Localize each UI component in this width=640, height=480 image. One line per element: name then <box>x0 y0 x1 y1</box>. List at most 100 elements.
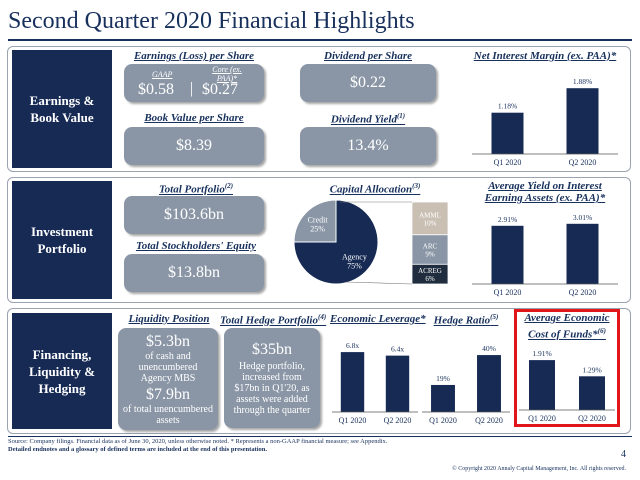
allocation-breakout-value-1: 10% <box>424 219 437 227</box>
economic-leverage-header: Economic Leverage* <box>330 313 426 325</box>
hedge_ratio-bar-1 <box>431 384 455 412</box>
liquidity-desc: of cash and unencumbered Agency MBS <box>138 350 198 384</box>
dividend-header: Dividend per Share <box>324 50 412 62</box>
dividend-yield-card: 13.4% <box>300 127 436 165</box>
allocation-slice-label-1: Agency <box>342 252 367 261</box>
eps-gaap-value: $0.58 <box>138 81 174 98</box>
equity-header: Total Stockholders' Equity <box>135 240 256 252</box>
cost-of-funds-chart: 1.91% Q1 2020 1.29% Q2 2020 <box>519 349 615 423</box>
cof-bar-2 <box>579 376 605 410</box>
allocation-breakout-acreg <box>411 263 449 285</box>
unencumbered-desc: of total unencumbered assets <box>123 403 213 426</box>
leverage-bar-1 <box>340 352 365 412</box>
nim-tick-label-1: Q1 2020 <box>494 158 522 167</box>
dividend-value: $0.22 <box>350 74 386 91</box>
eps-separator: | <box>190 80 194 97</box>
eps-card: GAAP Core (ex. PAA)* $0.58 | $0.27 <box>124 64 264 102</box>
hedge_ratio-data-label-1: 19% <box>436 374 450 383</box>
allocation-slice-value-1: 75% <box>347 261 362 270</box>
allocation-slice-value-2: 25% <box>310 225 325 234</box>
equity-card: $13.8bn <box>124 254 264 292</box>
allocation-slice-credit <box>293 199 337 243</box>
yield-tick-label-2: Q2 2020 <box>569 288 597 297</box>
total-portfolio-card: $103.6bn <box>124 196 264 234</box>
hedge-ratio-chart: 19% Q1 2020 40% Q2 2020 <box>422 344 510 425</box>
liquidity-value: $5.3bn <box>146 332 190 350</box>
bvps-value: $8.39 <box>176 137 212 154</box>
equity-value: $13.8bn <box>168 264 220 281</box>
bvps-card: $8.39 <box>124 127 264 165</box>
footer-divider <box>8 436 632 437</box>
financing-side-label: Financing, Liquidity & Hedging <box>12 313 112 429</box>
earnings-side-label: Earnings & Book Value <box>12 50 112 168</box>
hedge-portfolio-header: Total Hedge Portfolio(4) <box>220 313 327 327</box>
yield-bar-2 <box>566 223 599 284</box>
avg-yield-chart: 2.91% Q1 2020 3.01% Q2 2020 <box>472 213 618 297</box>
economic-leverage-chart: 6.8x Q1 2020 6.4x Q2 2020 <box>332 341 418 425</box>
nim-chart: 1.18% Q1 2020 1.88% Q2 2020 <box>472 77 618 167</box>
cof-tick-label-1: Q1 2020 <box>528 414 556 423</box>
cof-data-label-1: 1.91% <box>532 349 551 358</box>
cost-of-funds-header: Average Economic Cost of Funds*(6) <box>524 312 610 341</box>
hedge_ratio-bar-2 <box>477 355 501 412</box>
allocation-breakout-value-3: 6% <box>425 275 435 283</box>
nim-bar-1 <box>491 112 524 154</box>
nim-tick-label-2: Q2 2020 <box>569 158 597 167</box>
footnote-endnotes: Detailed endnotes and a glossary of defi… <box>8 446 268 453</box>
liquidity-card: $5.3bn of cash and unencumbered Agency M… <box>118 328 218 430</box>
leverage-bar-2 <box>385 355 410 412</box>
liquidity-header: Liquidity Position <box>128 313 210 325</box>
yield-data-label-1: 2.91% <box>498 215 517 224</box>
allocation-breakout-amml <box>411 201 449 236</box>
page-title: Second Quarter 2020 Financial Highlights <box>8 8 415 34</box>
yield-bar-1 <box>491 225 524 284</box>
yield-data-label-2: 3.01% <box>573 213 592 222</box>
nim-header: Net Interest Margin (ex. PAA)* <box>473 50 617 62</box>
page-number: 4 <box>621 449 626 460</box>
hedge-portfolio-value: $35bn <box>252 340 292 358</box>
footnote-source: Source: Company filings. Financial data … <box>8 438 388 445</box>
allocation-breakout-label-2: ARC <box>423 243 438 251</box>
leverage-data-label-2: 6.4x <box>391 345 404 354</box>
copyright: © Copyright 2020 Annaly Capital Manageme… <box>452 466 626 472</box>
hedge_ratio-tick-label-1: Q1 2020 <box>429 416 457 425</box>
footnote: Source: Company filings. Financial data … <box>8 438 628 454</box>
bvps-header: Book Value per Share <box>144 112 244 124</box>
unencumbered-value: $7.9bn <box>146 385 190 403</box>
allocation-connector-bottom <box>345 281 413 285</box>
cost-of-funds-highlight-box <box>514 309 620 427</box>
dividend-yield-header: Dividend Yield(1) <box>330 112 406 126</box>
allocation-breakout-label-3: ACREG <box>418 267 442 275</box>
dividend-card: $0.22 <box>300 64 436 102</box>
cof-bar-1 <box>529 360 555 410</box>
eps-core-label: Core (ex. PAA)* <box>212 65 242 83</box>
hedge_ratio-tick-label-2: Q2 2020 <box>475 416 503 425</box>
eps-header: Earnings (Loss) per Share <box>133 50 255 62</box>
nim-data-label-1: 1.18% <box>498 102 517 111</box>
nim-bar-2 <box>566 88 599 154</box>
avg-yield-header: Average Yield on Interest Earning Assets … <box>484 180 606 204</box>
nim-data-label-2: 1.88% <box>573 77 592 86</box>
hedge-portfolio-card: $35bn Hedge portfolio, increased from $1… <box>224 328 320 428</box>
allocation-slice-agency <box>293 199 379 285</box>
leverage-tick-label-2: Q2 2020 <box>384 416 412 425</box>
capital-allocation-header: Capital Allocation(3) <box>329 182 421 196</box>
yield-tick-label-1: Q1 2020 <box>494 288 522 297</box>
hedge-ratio-header: Hedge Ratio(5) <box>433 313 499 327</box>
allocation-breakout-value-2: 9% <box>425 251 435 259</box>
dividend-yield-value: 13.4% <box>347 137 389 154</box>
total-portfolio-header: Total Portfolio(2) <box>158 182 234 196</box>
eps-core-value: $0.27 <box>202 81 238 98</box>
hedge_ratio-data-label-2: 40% <box>482 344 496 353</box>
total-portfolio-value: $103.6bn <box>164 206 224 223</box>
eps-gaap-label: GAAP <box>152 70 173 79</box>
leverage-tick-label-1: Q1 2020 <box>339 416 367 425</box>
investment-side-label: Investment Portfolio <box>12 181 112 299</box>
allocation-breakout-label-1: AMML <box>419 211 441 219</box>
allocation-slice-label-2: Credit <box>308 216 329 225</box>
leverage-data-label-1: 6.8x <box>346 341 359 350</box>
hedge-portfolio-desc: Hedge portfolio, increased from $17bn in… <box>233 360 311 416</box>
title-divider <box>8 39 632 41</box>
cof-data-label-2: 1.29% <box>582 365 601 374</box>
